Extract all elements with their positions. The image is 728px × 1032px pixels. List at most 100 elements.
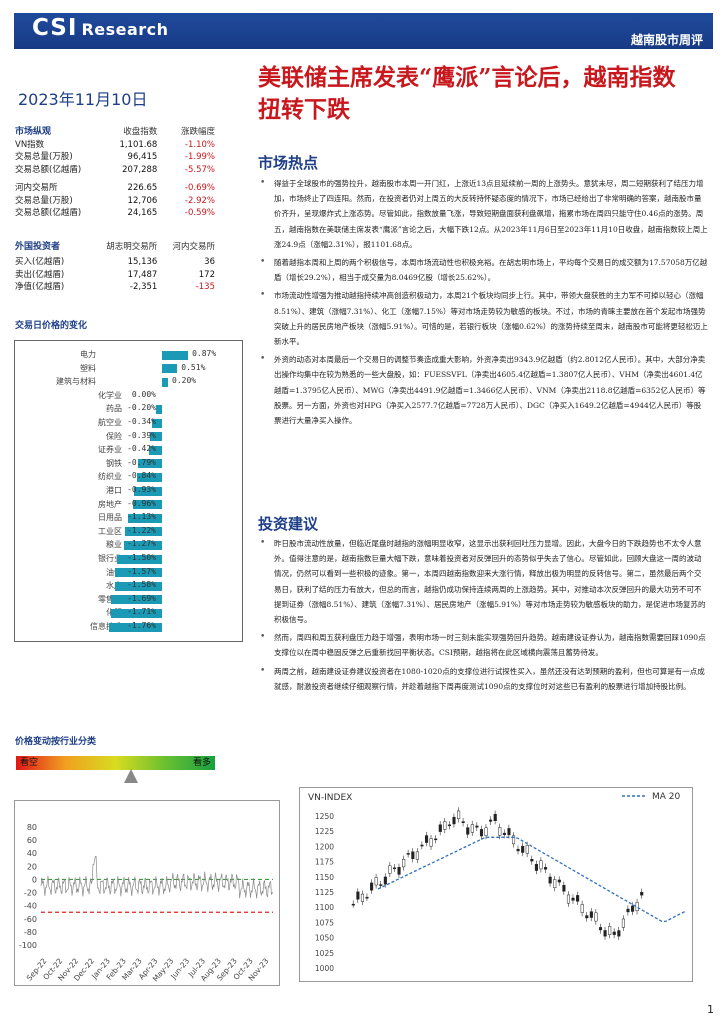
- sector-row: 药品 -0.20%: [15, 403, 242, 415]
- vnindex-y-tick: 1075: [315, 918, 334, 927]
- candle-body: [516, 848, 520, 852]
- breadth-y-tick: 40: [27, 849, 37, 858]
- vnindex-y-tick: 1100: [315, 903, 334, 912]
- sector-value-label: -0.34%: [127, 417, 156, 426]
- candle-body: [608, 926, 612, 935]
- candle-body: [374, 877, 378, 886]
- candle-body: [598, 927, 603, 931]
- sector-value-label: -0.42%: [127, 444, 156, 454]
- ma-legend-label: MA 20: [652, 792, 681, 802]
- foreign-investors-row: 买入(亿越盾) 15,136 36: [15, 257, 215, 267]
- candle-body: [370, 882, 374, 891]
- bearish-label: 看空: [20, 758, 39, 768]
- sector-name: 钢铁: [106, 458, 122, 468]
- bullish-label: 看多: [192, 758, 211, 768]
- hot-bullet: 外资的动态对本周最后一个交易日的调整节奏造成重大影响，外资净卖出9343.9亿越…: [258, 352, 708, 428]
- market-overview-row: 交易总量(万股) 12,706 -2.92%: [15, 195, 215, 206]
- breadth-y-tick: 0: [32, 875, 37, 884]
- breadth-chart-svg: 806040200-20-40-60-80-100Sep-22Oct-22Nov…: [19, 823, 274, 983]
- sector-row: 保险 -0.39%: [15, 431, 242, 443]
- candle-body: [457, 810, 461, 820]
- candle-body: [571, 897, 575, 901]
- candle-body: [553, 879, 557, 888]
- candle-body: [447, 824, 451, 827]
- candle-body: [498, 827, 502, 836]
- sector-bar: [162, 350, 189, 360]
- candle-body: [429, 838, 433, 847]
- candle-body: [434, 838, 438, 841]
- page-number: 1: [707, 1003, 714, 1016]
- candle-body: [406, 853, 410, 855]
- candle-body: [626, 908, 630, 913]
- candle-body: [603, 930, 607, 937]
- sector-bar: [114, 581, 162, 591]
- sector-name: 房地产: [98, 499, 122, 509]
- sector-value-label: -1.27%: [127, 539, 156, 549]
- sector-name: 航空业: [98, 418, 122, 427]
- vnindex-y-tick: 1250: [315, 812, 334, 821]
- market-overview-header: 市场纵观 收盘指数 涨跌幅度: [15, 127, 215, 137]
- candle-body: [585, 915, 589, 919]
- sector-name: 证券业: [98, 445, 122, 455]
- candle-body: [402, 859, 406, 868]
- sector-bar: [156, 404, 162, 414]
- sector-bar: [136, 472, 162, 482]
- advice-bullet: 两周之前，越南建设证券建议投资者在1080-1020点的支撑位进行试探性买入，虽…: [258, 664, 708, 694]
- market-overview-row: 河内交易所 226.65 -0.69%: [15, 183, 215, 193]
- breadth-y-tick: -20: [24, 889, 37, 898]
- breadth-y-tick: 20: [27, 862, 37, 871]
- candle-body: [420, 844, 424, 847]
- candle-body: [479, 829, 484, 837]
- sector-row: 信息技术 -1.76%: [15, 621, 242, 633]
- hot-bullet: 市场流动性增强为推动越指持续冲高创造积极动力，本周21个板块均同步上行。其中，带…: [258, 288, 708, 349]
- sector-bar: [111, 595, 162, 605]
- vnindex-y-tick: 1200: [315, 842, 334, 851]
- sentiment-title: 价格变动按行业分类: [15, 737, 97, 747]
- market-overview-row: VN指数 1,101.68 -1.10%: [15, 139, 215, 150]
- sector-row: 化学业 0.00%: [15, 390, 242, 402]
- candle-body: [493, 813, 497, 821]
- candle-body: [612, 931, 616, 935]
- candle-body: [397, 867, 401, 875]
- sector-bar: [138, 459, 162, 469]
- foreign-investors-row: 卖出(亿越盾) 17,487 172: [15, 269, 215, 280]
- sector-row: 粮业 -1.27%: [15, 539, 242, 551]
- sector-bar: [125, 527, 162, 537]
- sector-row: 电力 0.87%: [15, 349, 242, 361]
- sector-bar: [162, 364, 178, 374]
- market-overview-table: 市场纵观 收盘指数 涨跌幅度 VN指数 1,101.68 -1.10% 交易总量(万股…: [15, 126, 215, 220]
- ma20-line: [377, 836, 686, 923]
- sector-value-label: -0.79%: [127, 457, 156, 467]
- sector-value-label: -1.71%: [127, 607, 156, 617]
- sector-row: 工业区 -1.22%: [15, 526, 242, 538]
- candle-body: [360, 893, 365, 902]
- candle-body: [521, 845, 525, 853]
- candle-body: [617, 930, 621, 937]
- sector-row: 证券业 -0.42%: [15, 444, 242, 456]
- report-date: 2023年11月10日: [18, 90, 148, 109]
- candle-body: [383, 876, 387, 885]
- advice-bullet: 昨日股市流动性放量，但临近尾盘时越指的涨幅明显收窄，这显示出获利回吐压力显增。因…: [258, 536, 708, 627]
- sector-name: 保险: [106, 431, 122, 441]
- sector-value-label: -1.22%: [127, 525, 156, 535]
- market-overview-row: 交易总额(亿越盾) 24,165 -0.59%: [15, 208, 215, 218]
- sector-change-chart: 电力 0.87% 塑料 0.51% 建筑与材料 0.20% 化学业 0.00% 药品 -0.20%…: [14, 340, 243, 642]
- candle-body: [415, 851, 419, 860]
- sector-value-label: -1.57%: [127, 566, 156, 576]
- breadth-y-tick: 80: [27, 823, 37, 832]
- candle-body: [466, 827, 470, 835]
- sector-row: 钢铁 -0.79%: [15, 458, 242, 470]
- sector-value-label: -0.39%: [127, 430, 156, 440]
- sector-name: 塑料: [80, 363, 96, 373]
- sector-value-label: 0.00%: [131, 389, 156, 399]
- sector-chart-title: 交易日价格的变化: [15, 321, 88, 331]
- sector-row: 纺织业 -0.84%: [15, 471, 242, 483]
- candle-body: [511, 835, 516, 845]
- sector-bar: [117, 554, 162, 564]
- candle-body: [502, 832, 506, 835]
- advice-title: 投资建议: [258, 515, 319, 533]
- sector-name: 零售业: [98, 594, 122, 604]
- candle-body: [461, 821, 465, 823]
- sector-name: 化学业: [98, 390, 122, 400]
- sector-bar: [134, 486, 162, 496]
